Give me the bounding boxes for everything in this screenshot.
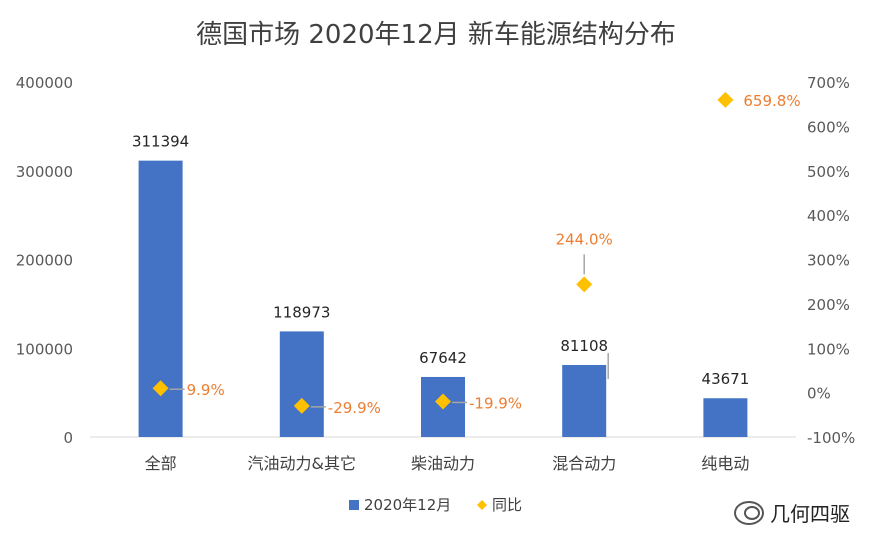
- scatter-point-diamond: [293, 397, 310, 414]
- x-axis-category-label: 混合动力: [552, 454, 616, 473]
- scatter-point-diamond: [152, 380, 169, 397]
- watermark: 几何四驱: [734, 498, 850, 527]
- left-axis-tick-label: 0: [63, 429, 73, 447]
- scatter-point-diamond: [435, 393, 451, 410]
- bar-value-label: 43671: [702, 370, 750, 388]
- watermark-text: 几何四驱: [770, 502, 850, 526]
- x-axis-category-label: 纯电动: [701, 454, 749, 473]
- scatter-value-label: 659.8%: [743, 92, 800, 110]
- x-axis-category-label: 柴油动力: [411, 454, 475, 473]
- right-axis-tick-label: 400%: [807, 207, 850, 225]
- right-axis-tick-label: 600%: [807, 118, 850, 136]
- bar: [279, 331, 324, 437]
- scatter-value-label: -19.9%: [469, 394, 522, 412]
- bar: [562, 365, 607, 437]
- legend-swatch-diamond: [477, 500, 487, 510]
- left-axis-tick-label: 200000: [16, 252, 73, 270]
- scatter-point-diamond: [717, 91, 734, 108]
- right-axis-tick-label: 100%: [807, 340, 850, 358]
- chart-title: 德国市场 2020年12月 新车能源结构分布: [196, 20, 676, 50]
- x-axis-category-label: 汽油动力&其它: [248, 454, 356, 473]
- left-axis-tick-label: 300000: [16, 163, 73, 181]
- left-axis-tick-label: 400000: [16, 74, 73, 92]
- right-axis-tick-label: -100%: [807, 429, 855, 447]
- right-axis-tick-label: 500%: [807, 163, 850, 181]
- legend-label-bar: 2020年12月: [364, 496, 451, 514]
- legend-swatch-bar: [349, 500, 359, 510]
- wechat-logo-icon: [734, 500, 764, 525]
- right-axis-tick-label: 0%: [807, 385, 831, 403]
- left-axis-tick-label: 100000: [16, 340, 73, 358]
- legend-label-scatter: 同比: [492, 496, 522, 514]
- bar-value-label: 118973: [273, 303, 330, 321]
- scatter-value-label: 9.9%: [187, 381, 225, 399]
- right-axis-tick-label: 700%: [807, 74, 850, 92]
- bar-value-label: 311394: [132, 133, 189, 151]
- right-axis-tick-label: 200%: [807, 296, 850, 314]
- bar-value-label: 67642: [419, 349, 467, 367]
- x-axis-category-label: 全部: [145, 454, 177, 473]
- scatter-point-diamond: [576, 276, 593, 293]
- right-axis-tick-label: 300%: [807, 252, 850, 270]
- scatter-value-label: -29.9%: [328, 399, 381, 417]
- bar: [703, 398, 748, 437]
- scatter-value-label: 244.0%: [556, 230, 613, 248]
- bar-value-label: 81108: [560, 337, 608, 355]
